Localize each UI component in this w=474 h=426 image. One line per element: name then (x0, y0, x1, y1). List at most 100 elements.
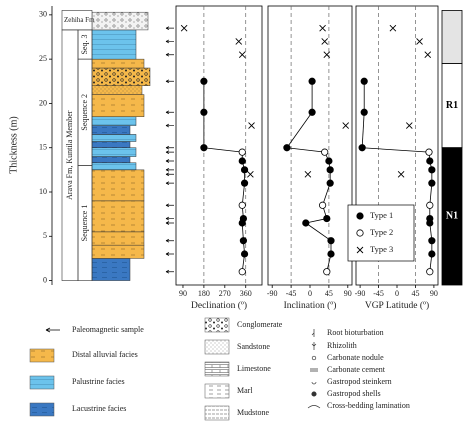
layer (91, 94, 145, 117)
marker-open (238, 148, 246, 156)
marker-filled (302, 219, 310, 227)
sample-arrow (165, 238, 174, 243)
unit-box (77, 165, 93, 281)
sample-arrow (165, 150, 174, 154)
marker-cross (405, 122, 413, 129)
x-tick-label: -45 (373, 289, 384, 298)
x-tick-label: 180 (198, 289, 210, 298)
legend-text: Gastropod shells (327, 389, 381, 398)
marker-filled (283, 144, 291, 152)
marker-filled (428, 179, 436, 187)
sample-arrow (165, 172, 174, 177)
layer (91, 134, 137, 142)
layer (91, 141, 131, 148)
connector (429, 183, 433, 206)
marker-filled (308, 108, 316, 116)
layer (91, 67, 151, 86)
marker-filled (238, 219, 246, 227)
polarity-label: R1 (446, 100, 458, 111)
sample-arrow (165, 52, 174, 57)
polarity-label: N1 (446, 211, 458, 222)
sample-arrow (165, 216, 174, 221)
connector (305, 222, 332, 242)
unit-label: Seq. 3 (80, 35, 89, 55)
marker-filled (360, 77, 368, 85)
marker-cross (389, 24, 397, 32)
sample-arrow (165, 168, 174, 172)
swatch (204, 361, 230, 377)
legend-text: Cross-bedding lamination (327, 401, 410, 410)
sample-arrow (165, 26, 174, 30)
layer (91, 231, 145, 246)
y-tick-label: 5 (43, 231, 47, 240)
swatch (29, 348, 55, 363)
swatch (204, 383, 230, 399)
legend-text: Mudstone (237, 408, 269, 417)
panel-frame (267, 5, 353, 286)
panel-frame (175, 5, 263, 286)
marker-cross (180, 24, 188, 32)
x-tick-label: 0 (395, 289, 399, 298)
unit-label: Sequence 2 (80, 94, 89, 131)
x-axis-label: Inclination (º) (284, 300, 337, 311)
sample-arrow (165, 110, 174, 115)
swatch (204, 405, 230, 421)
connector (286, 112, 313, 148)
connector (362, 147, 430, 153)
layer (91, 11, 149, 31)
sample-arrow (165, 39, 174, 44)
x-tick-label: 360 (240, 289, 252, 298)
marker-filled (358, 144, 366, 152)
legend-text: Root bioturbation (327, 328, 384, 337)
marker-cross (319, 24, 326, 32)
marker-filled (200, 144, 208, 152)
marker-filled (200, 108, 208, 116)
legend-text: Limestone (237, 364, 271, 373)
layer (91, 116, 137, 126)
layer (91, 200, 145, 233)
marker-cross (356, 246, 364, 254)
x-tick-label: 90 (344, 289, 352, 298)
legend-label: Type 2 (370, 227, 393, 237)
marker-open (425, 148, 433, 156)
x-tick-label: -90 (267, 289, 278, 298)
x-tick-label: 45 (325, 289, 333, 298)
marker-open (238, 268, 246, 276)
marker-filled (240, 250, 249, 258)
connector (241, 183, 245, 206)
swatch (29, 402, 55, 417)
marker-filled (325, 157, 333, 165)
y-tick-label: 0 (43, 275, 47, 284)
layer (91, 147, 137, 157)
layer (91, 244, 145, 259)
connector (361, 112, 365, 148)
sample-arrow-icon (45, 327, 60, 333)
marker-cross (235, 38, 243, 45)
swatch (29, 375, 55, 390)
marker-open (321, 148, 329, 156)
y-tick-label: 10 (39, 187, 47, 196)
marker-cross (321, 38, 329, 45)
y-tick-label: 15 (39, 143, 47, 152)
unit-label: Arava Fm, Kuntila Member (65, 110, 74, 200)
marker-filled (326, 179, 334, 187)
legend-text: Paleomagnetic sample (72, 325, 144, 334)
sample-arrow (165, 269, 174, 274)
marker-filled (240, 166, 249, 174)
marker-filled (240, 179, 249, 187)
sample-arrow (165, 221, 174, 225)
marker-filled (360, 108, 368, 116)
marker-cross (342, 122, 350, 129)
sample-arrow (165, 145, 174, 150)
x-axis-label: VGP Latitude (º) (365, 300, 429, 311)
legend-text: Conglomerate (237, 320, 283, 329)
marker-filled (327, 250, 335, 258)
polarity-zone (441, 147, 463, 286)
swatch (204, 339, 230, 355)
layer (91, 156, 131, 164)
legend-text: Gastropod steinkern (327, 377, 392, 386)
legend-label: Type 3 (370, 244, 393, 254)
legend-text: Carbonate nodule (327, 353, 384, 362)
legend-bottom: Paleomagnetic sample Distal alluvial fac… (29, 317, 410, 421)
x-tick-label: 45 (411, 289, 419, 298)
